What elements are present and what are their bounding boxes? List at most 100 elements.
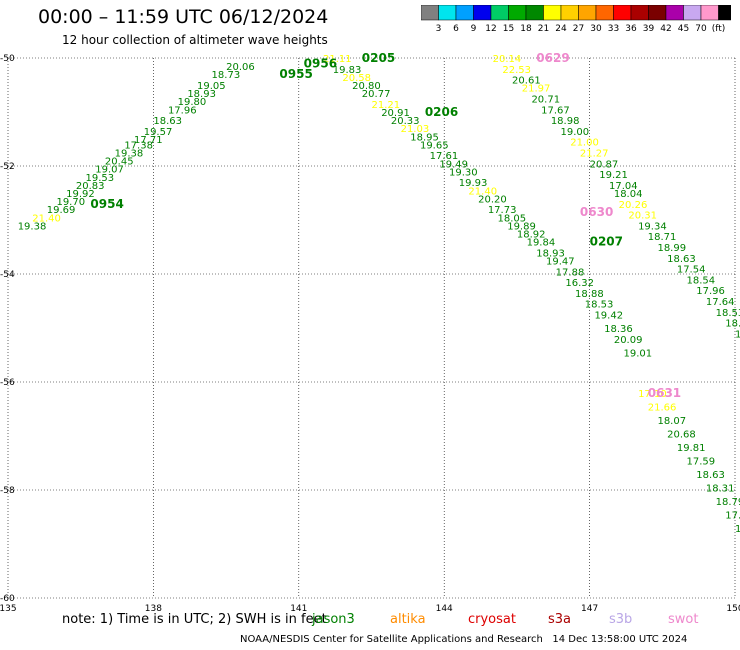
wave-height-label: 18.73 bbox=[212, 70, 241, 81]
legend-swatch bbox=[718, 5, 731, 21]
wave-height-label: 19.42 bbox=[594, 311, 623, 322]
wave-height-label: 19.49 bbox=[439, 159, 468, 170]
pass-time-label: 0205 bbox=[362, 51, 395, 65]
wave-height-label: 19.38 bbox=[115, 149, 144, 160]
legend-label: (ft) bbox=[712, 24, 726, 34]
wave-height-label: 18.95 bbox=[410, 132, 439, 143]
legend-label: 70 bbox=[695, 24, 707, 34]
wave-height-label: 21.40 bbox=[468, 186, 497, 197]
footnote: note: 1) Time is in UTC; 2) SWH is in fe… bbox=[62, 612, 327, 627]
wave-height-label: 17.71 bbox=[134, 135, 163, 146]
wave-height-label: 20.09 bbox=[614, 335, 643, 346]
satellite-name-swot: swot bbox=[668, 612, 699, 627]
wave-height-label: 17.67 bbox=[541, 105, 570, 116]
wave-height-label: 17.61 bbox=[430, 151, 459, 162]
legend-label: 21 bbox=[538, 24, 549, 34]
wave-height-label: 20.71 bbox=[531, 95, 560, 106]
wave-height-label: 18.63 bbox=[696, 470, 725, 481]
wave-height-label: 19.00 bbox=[561, 127, 590, 138]
wave-height-label: 18.71 bbox=[648, 232, 677, 243]
wave-height-label: 17.11 bbox=[725, 510, 740, 521]
wave-height-label: 19.53 bbox=[86, 173, 115, 184]
wave-height-label: 18.79 bbox=[716, 497, 740, 508]
wave-height-label: 21.27 bbox=[580, 149, 609, 160]
legend-label: 24 bbox=[555, 24, 567, 34]
legend-label: 42 bbox=[660, 24, 671, 34]
wave-height-label: 21.00 bbox=[570, 138, 599, 149]
x-tick-label: 144 bbox=[436, 604, 453, 614]
x-tick-label: 150 bbox=[726, 604, 740, 614]
wave-height-label: 19.65 bbox=[420, 140, 449, 151]
wave-height-label: 19.05 bbox=[197, 81, 226, 92]
wave-height-label: 20.58 bbox=[342, 73, 371, 84]
wave-height-label: 20.20 bbox=[478, 194, 507, 205]
wave-height-label: 20.87 bbox=[590, 159, 619, 170]
chart-title: 00:00 – 11:59 UTC 06/12/2024 bbox=[38, 6, 329, 28]
y-tick-label: -50 bbox=[0, 54, 15, 64]
wave-height-label: 19.47 bbox=[546, 257, 575, 268]
legend-label: 3 bbox=[436, 24, 442, 34]
wave-height-label: 19.01 bbox=[624, 348, 653, 359]
satellite-name-altika: altika bbox=[390, 612, 426, 627]
wave-height-label: 19.70 bbox=[56, 197, 85, 208]
wave-height-label: 18.36 bbox=[604, 324, 633, 335]
pass-time-label: 0955 bbox=[279, 67, 312, 81]
pass-time-label: 0207 bbox=[590, 235, 623, 249]
pass-time-label: 0956 bbox=[304, 56, 337, 70]
y-tick-label: -52 bbox=[0, 162, 15, 172]
wave-height-label: 19.30 bbox=[449, 167, 478, 178]
wave-height-label: 18.04 bbox=[614, 189, 643, 200]
wave-height-label: 21.21 bbox=[372, 100, 401, 111]
wave-height-label: 18.71 bbox=[735, 329, 740, 340]
credit-footer: NOAA/NESDIS Center for Satellite Applica… bbox=[240, 634, 688, 645]
x-tick-label: 147 bbox=[581, 604, 598, 614]
wave-height-label: 17.64 bbox=[706, 297, 735, 308]
color-legend: 3 6 9 12 15 18 21 24 27 30 33 36 39 42 45 70 (ft) bbox=[421, 5, 731, 34]
satellite-name-cryosat: cryosat bbox=[468, 612, 516, 627]
wave-height-label: 19.80 bbox=[178, 97, 207, 108]
wave-height-label: 22.53 bbox=[502, 65, 531, 76]
legend-label: 39 bbox=[643, 24, 655, 34]
wave-height-label: 20.31 bbox=[628, 211, 657, 222]
x-tick-label: 141 bbox=[290, 604, 307, 614]
wave-height-label: 18.99 bbox=[657, 243, 686, 254]
wave-height-label: 17.96 bbox=[168, 105, 197, 116]
legend-label: 27 bbox=[573, 24, 584, 34]
wave-height-label: 18.54 bbox=[687, 275, 716, 286]
wave-height-label: 17.88 bbox=[556, 267, 585, 278]
legend-label: 6 bbox=[453, 24, 459, 34]
legend-label: 9 bbox=[471, 24, 477, 34]
wave-height-label: 19.89 bbox=[507, 221, 536, 232]
pass-time-label: 0631 bbox=[648, 386, 681, 400]
wave-height-label: 19.21 bbox=[599, 170, 628, 181]
wave-height-label: 17.96 bbox=[696, 286, 725, 297]
wave-height-label: 17.92 bbox=[735, 524, 740, 535]
y-tick-label: -54 bbox=[0, 270, 15, 280]
wave-height-label: 19.07 bbox=[95, 165, 124, 176]
wave-height-label: 18.31 bbox=[706, 483, 735, 494]
wave-height-label: 21.03 bbox=[401, 124, 430, 135]
satellite-name-s3a: s3a bbox=[548, 612, 572, 627]
wave-height-label: 21.11 bbox=[323, 54, 352, 65]
wave-height-label: 19.84 bbox=[527, 238, 556, 249]
wave-height-label: 20.80 bbox=[352, 81, 381, 92]
wave-height-label: 18.92 bbox=[517, 230, 546, 241]
wave-height-label: 18.93 bbox=[187, 89, 216, 100]
wave-height-label: 20.26 bbox=[619, 200, 648, 211]
wave-height-label: 19.93 bbox=[459, 178, 488, 189]
legend-label: 30 bbox=[590, 24, 602, 34]
wave-height-label: 17.73 bbox=[488, 205, 517, 216]
pass-time-label: 0629 bbox=[536, 51, 569, 65]
wave-height-label: 18.98 bbox=[551, 116, 580, 127]
wave-height-label: 19.38 bbox=[18, 221, 47, 232]
wave-height-label: 19.81 bbox=[677, 443, 706, 454]
y-tick-label: -58 bbox=[0, 486, 15, 496]
pass-time-label: 0954 bbox=[90, 197, 123, 211]
legend-label: 45 bbox=[678, 24, 689, 34]
wave-height-label: 20.91 bbox=[381, 108, 410, 119]
wave-height-label: 17.10 bbox=[638, 389, 667, 400]
legend-label: 15 bbox=[503, 24, 514, 34]
y-tick-label: -60 bbox=[0, 594, 15, 604]
wave-height-label: 20.14 bbox=[493, 54, 522, 65]
